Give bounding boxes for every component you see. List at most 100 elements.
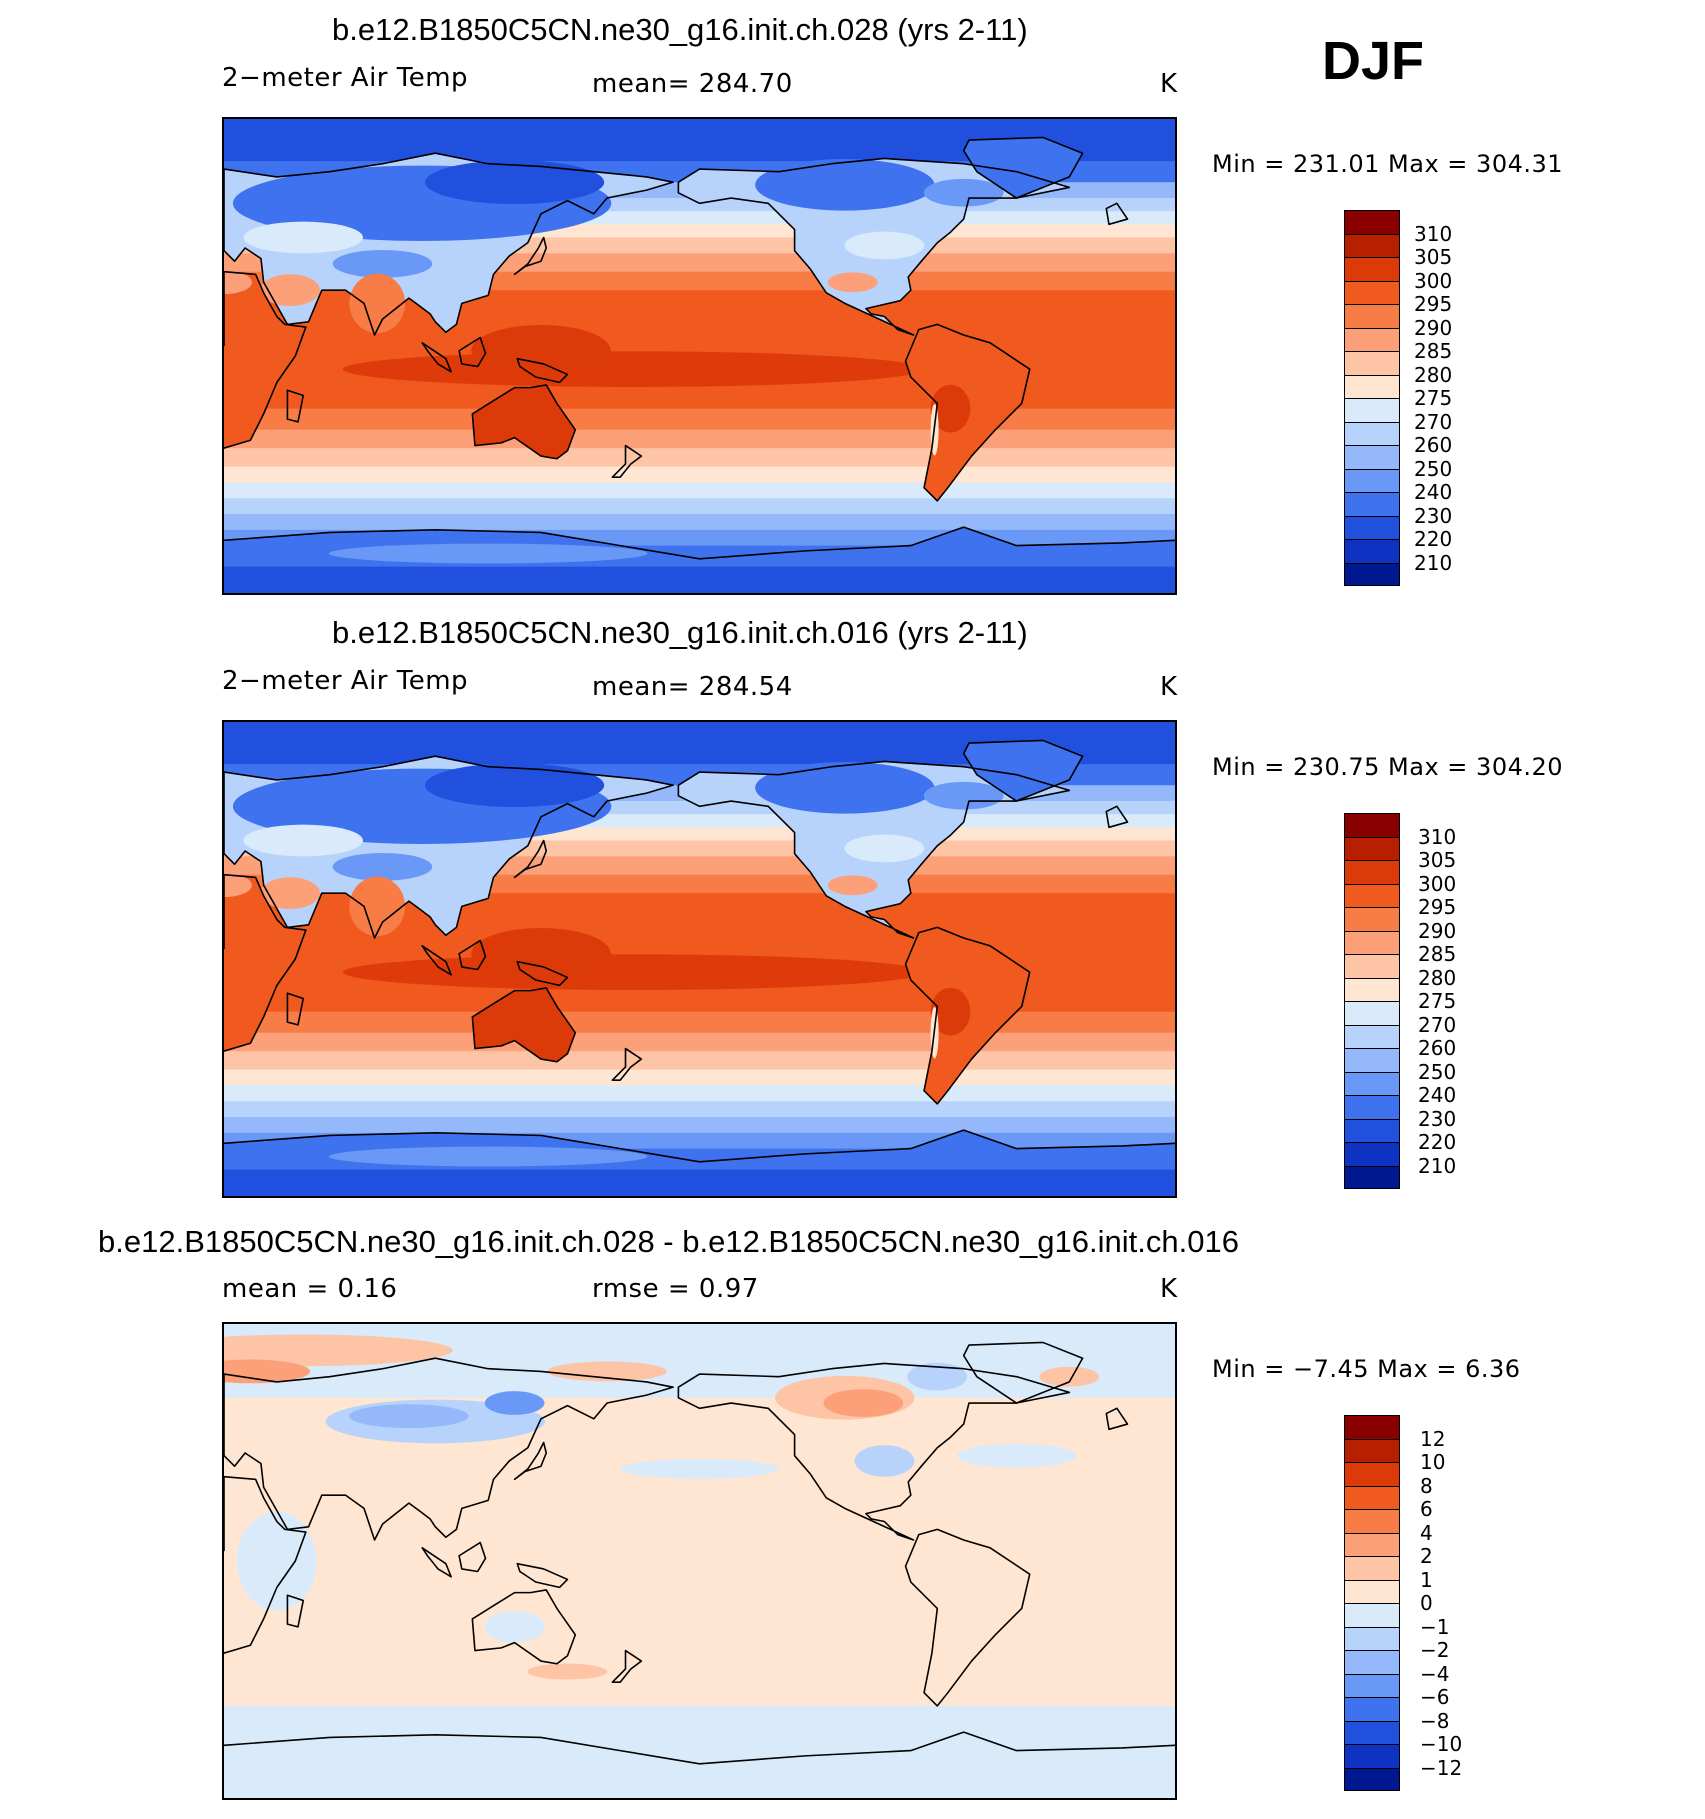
colorbar-tick-label: 210 [1414,550,1453,575]
colorbar-tick-label: 220 [1414,527,1453,551]
panel-1-minmax: Min = 231.01 Max = 304.31 [1212,150,1564,178]
colorbar-tick-label: 250 [1414,456,1453,481]
colorbar-tick-label: −6 [1420,1685,1450,1709]
colorbar-tick-label: 310 [1418,824,1457,849]
colorbar-swatch [1345,446,1399,470]
colorbar-tick-label: 240 [1418,1083,1457,1107]
colorbar-swatch [1345,837,1399,861]
colorbar-tick-label: 310 [1414,221,1453,246]
colorbar-swatch [1345,493,1399,517]
colorbar-swatch [1345,1025,1399,1049]
colorbar-swatch [1345,1768,1399,1790]
colorbar-tick-label: −12 [1420,1755,1463,1780]
colorbar-swatch [1345,1439,1399,1463]
colorbar-tick-label: 230 [1418,1106,1457,1131]
colorbar-swatch [1345,1049,1399,1073]
colorbar-swatch [1345,978,1399,1002]
colorbar-tick-label: 280 [1418,965,1457,990]
colorbar-swatch [1345,258,1399,282]
colorbar-tick-label: −1 [1420,1614,1450,1639]
colorbar-swatch [1345,563,1399,585]
colorbar-tick-label: 2 [1420,1544,1433,1568]
colorbar-swatch [1345,1533,1399,1557]
panel-3-rmse-label: rmse = 0.97 [592,1274,759,1304]
colorbar-tick-label: 270 [1414,409,1453,434]
colorbar-swatch [1345,1627,1399,1651]
panel-2-unit-label: K [1160,672,1178,702]
panel-3-minmax: Min = −7.45 Max = 6.36 [1212,1355,1521,1383]
season-label: DJF [1322,31,1425,91]
colorbar-tick-label: 295 [1414,292,1453,316]
colorbar-swatch [1345,955,1399,979]
colorbar-tick-label: 275 [1414,386,1453,410]
panel-3-unit-label: K [1160,1274,1178,1304]
panel-2-minmax: Min = 230.75 Max = 304.20 [1212,753,1564,781]
colorbar-tick-label: 1 [1420,1567,1433,1592]
colorbar-swatch [1345,352,1399,376]
colorbar-swatch [1345,1510,1399,1534]
colorbar-tick-label: 4 [1420,1520,1433,1545]
panel-1-unit-label: K [1160,69,1178,99]
colorbar-tick-label: −4 [1420,1661,1450,1686]
colorbar-swatch [1345,1557,1399,1581]
colorbar-swatch [1345,1651,1399,1675]
colorbar-tick-label: −10 [1420,1732,1463,1756]
colorbar-swatch [1345,422,1399,446]
panel-1-mean-label: mean= 284.70 [592,69,793,99]
panel-2-colorbar [1344,813,1400,1189]
colorbar-swatch [1345,516,1399,540]
colorbar-tick-label: 230 [1414,503,1453,528]
colorbar-swatch [1345,211,1399,235]
colorbar-tick-label: 305 [1418,848,1457,872]
panel-1-map [222,117,1177,595]
colorbar-swatch [1345,931,1399,955]
colorbar-tick-label: 10 [1420,1450,1446,1474]
colorbar-swatch [1345,328,1399,352]
colorbar-tick-label: 305 [1414,245,1453,269]
colorbar-swatch [1345,399,1399,423]
colorbar-swatch [1345,1745,1399,1769]
colorbar-tick-label: 260 [1418,1036,1457,1060]
colorbar-swatch [1345,1096,1399,1120]
colorbar-swatch [1345,281,1399,305]
panel-3-map [222,1322,1177,1800]
panel-3-mean-label: mean = 0.16 [222,1274,398,1304]
colorbar-swatch [1345,1721,1399,1745]
colorbar-tick-label: 300 [1418,871,1457,896]
colorbar-swatch [1345,305,1399,329]
panel-1-colorbar [1344,210,1400,586]
colorbar-swatch [1345,1463,1399,1487]
colorbar-tick-label: 6 [1420,1497,1433,1521]
colorbar-tick-label: 295 [1418,895,1457,919]
colorbar-swatch [1345,540,1399,564]
panel-2-variable-label: 2−meter Air Temp [222,666,469,696]
colorbar-tick-label: 8 [1420,1473,1433,1498]
colorbar-tick-label: 210 [1418,1153,1457,1178]
panel-2-mean-label: mean= 284.54 [592,672,793,702]
colorbar-tick-label: 220 [1418,1130,1457,1154]
colorbar-swatch [1345,1072,1399,1096]
colorbar-swatch [1345,1674,1399,1698]
panel-1-title: b.e12.B1850C5CN.ne30_g16.init.ch.028 (yr… [332,12,1028,47]
colorbar-swatch [1345,1698,1399,1722]
colorbar-tick-label: 240 [1414,480,1453,504]
colorbar-tick-label: −2 [1420,1638,1450,1662]
colorbar-tick-label: 285 [1418,942,1457,966]
colorbar-swatch [1345,1486,1399,1510]
colorbar-swatch [1345,861,1399,885]
colorbar-tick-label: 250 [1418,1059,1457,1084]
colorbar-swatch [1345,908,1399,932]
colorbar-tick-label: 285 [1414,339,1453,363]
colorbar-swatch [1345,814,1399,838]
colorbar-swatch [1345,1143,1399,1167]
colorbar-swatch [1345,375,1399,399]
colorbar-swatch [1345,1416,1399,1440]
colorbar-swatch [1345,884,1399,908]
colorbar-tick-label: 260 [1414,433,1453,457]
panel-2-map [222,720,1177,1198]
colorbar-tick-label: 0 [1420,1591,1433,1615]
panel-2-title: b.e12.B1850C5CN.ne30_g16.init.ch.016 (yr… [332,615,1028,650]
colorbar-swatch [1345,1119,1399,1143]
panel-1-variable-label: 2−meter Air Temp [222,63,469,93]
colorbar-swatch [1345,234,1399,258]
